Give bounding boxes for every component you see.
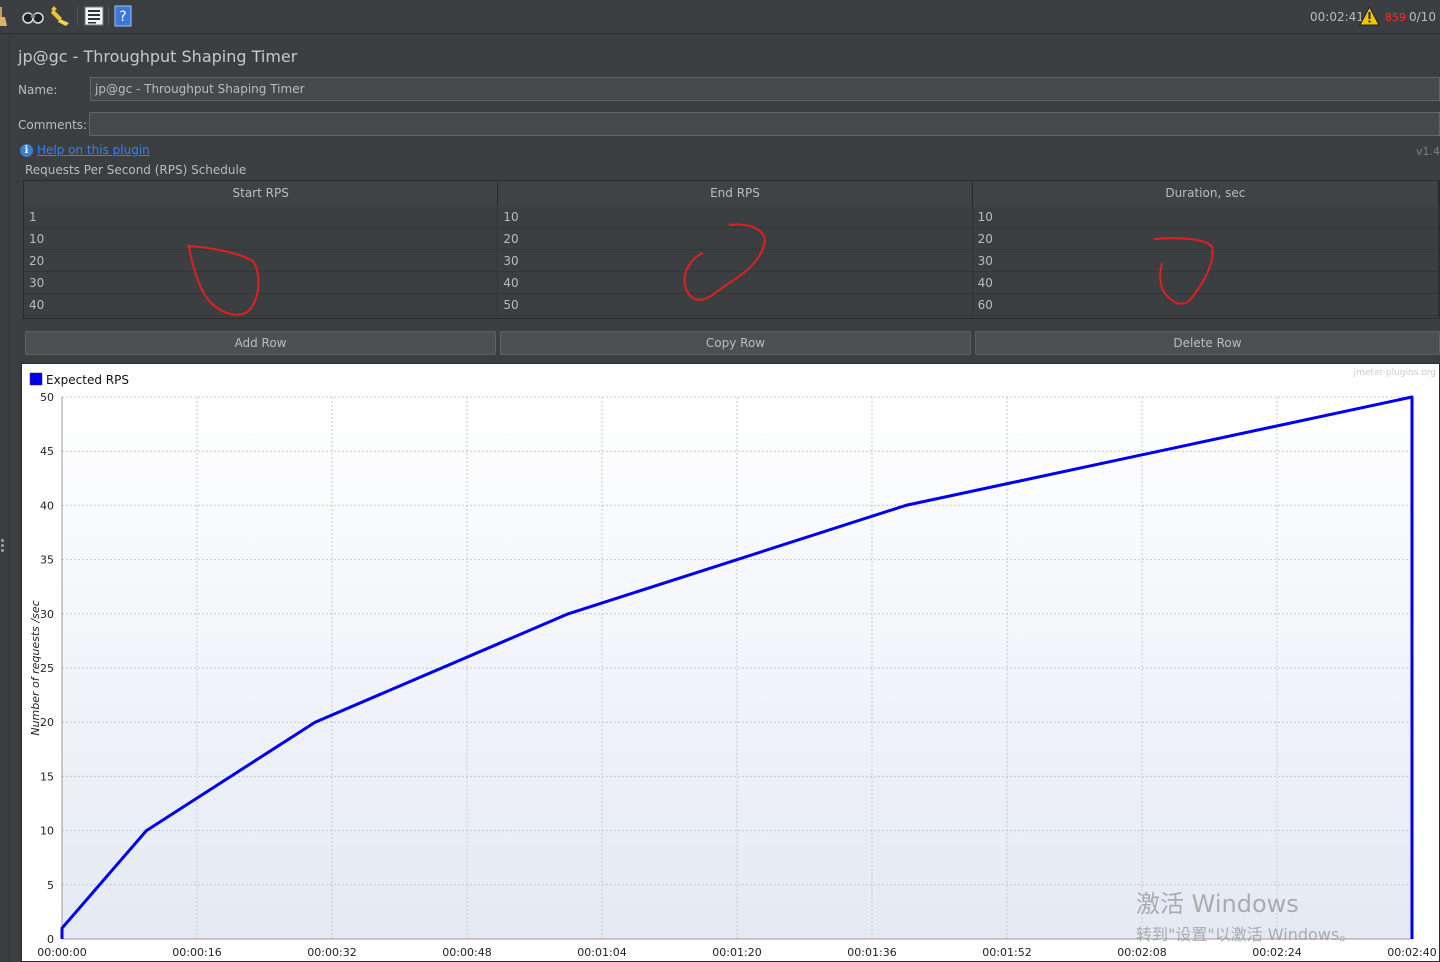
table-cell[interactable]: 30 <box>498 250 973 272</box>
add-row-button[interactable]: Add Row <box>25 331 496 355</box>
warning-icon[interactable] <box>1359 6 1380 26</box>
table-row[interactable]: 20 30 30 <box>24 250 1439 272</box>
x-tick-label: 00:00:00 <box>37 946 86 959</box>
y-tick-label: 45 <box>40 445 54 458</box>
svg-text:?: ? <box>119 9 126 25</box>
table-row[interactable]: 1 10 10 <box>24 206 1439 228</box>
help-link[interactable]: Help on this plugin <box>37 143 150 157</box>
name-label: Name: <box>18 83 58 97</box>
comments-label: Comments: <box>18 118 88 132</box>
jmeter-plugins-watermark: jmeter-plugins.org <box>1353 368 1436 378</box>
table-cell[interactable]: 30 <box>24 272 499 294</box>
x-tick-label: 00:02:40 <box>1387 946 1436 959</box>
toolbar: ? 00:02:41 859 0/10 <box>0 0 1440 34</box>
x-tick-label: 00:01:36 <box>847 946 896 959</box>
table-cell[interactable]: 30 <box>973 250 1439 272</box>
watermark-line1: 激活 Windows <box>1136 890 1299 918</box>
column-header-start-rps[interactable]: Start RPS <box>24 181 499 206</box>
table-cell[interactable]: 10 <box>973 206 1439 228</box>
page-title: jp@gc - Throughput Shaping Timer <box>18 47 298 66</box>
plugin-version: v1.4 <box>1415 145 1440 158</box>
broom-icon[interactable] <box>0 5 10 27</box>
legend-swatch <box>29 372 43 386</box>
table-row[interactable]: 10 20 20 <box>24 228 1439 250</box>
copy-row-button[interactable]: Copy Row <box>500 331 971 355</box>
table-cell[interactable]: 10 <box>498 206 973 228</box>
column-header-duration[interactable]: Duration, sec <box>972 181 1439 206</box>
y-tick-label: 10 <box>40 825 54 838</box>
table-cell[interactable]: 20 <box>498 228 973 250</box>
table-row[interactable]: 30 40 40 <box>24 272 1439 294</box>
help-icon[interactable]: ? <box>113 5 135 27</box>
schedule-title: Requests Per Second (RPS) Schedule <box>25 163 247 177</box>
info-icon: i <box>20 143 33 157</box>
threads-count: 0/10 <box>1409 10 1436 24</box>
x-tick-label: 00:01:20 <box>712 946 761 959</box>
warning-count[interactable]: 859 <box>1385 10 1406 24</box>
elapsed-time: 00:02:41 <box>1310 10 1364 24</box>
series-line-expected-rps <box>60 395 1414 939</box>
log-list-icon[interactable] <box>83 5 105 27</box>
y-tick-label: 20 <box>40 716 54 729</box>
clear-icon[interactable] <box>50 5 72 27</box>
table-cell[interactable]: 40 <box>498 272 973 294</box>
x-tick-label: 00:00:16 <box>172 946 221 959</box>
chart-svg: 0 5 10 15 20 25 30 35 40 45 50 00:00:00 00:00:16 00:0… <box>29 368 1437 959</box>
table-header: Start RPS End RPS Duration, sec <box>24 181 1439 206</box>
y-tick-label: 25 <box>40 662 54 675</box>
x-tick-label: 00:02:08 <box>1117 946 1166 959</box>
binoculars-icon[interactable] <box>22 5 44 27</box>
table-cell[interactable]: 40 <box>24 294 499 316</box>
splitter-grip-icon[interactable] <box>1 539 5 553</box>
table-cell[interactable]: 10 <box>24 228 499 250</box>
column-header-end-rps[interactable]: End RPS <box>498 181 973 206</box>
table-cell[interactable]: 60 <box>973 294 1439 316</box>
table-row[interactable]: 40 50 60 <box>24 294 1439 316</box>
plugin-panel: jp@gc - Throughput Shaping Timer Name: j… <box>11 35 1440 962</box>
table-cell[interactable]: 20 <box>24 250 499 272</box>
table-cell[interactable]: 20 <box>973 228 1439 250</box>
watermark-line2: 转到"设置"以激活 Windows。 <box>1136 925 1356 944</box>
y-tick-label: 50 <box>40 391 54 404</box>
windows-activation-watermark: 激活 Windows 转到"设置"以激活 Windows。 <box>1136 884 1355 945</box>
delete-row-button[interactable]: Delete Row <box>975 331 1440 355</box>
legend-label: Expected RPS <box>46 373 129 387</box>
x-tick-label: 00:00:48 <box>442 946 491 959</box>
left-splitter[interactable] <box>0 34 10 962</box>
table-cell[interactable]: 50 <box>498 294 973 316</box>
y-tick-label: 30 <box>40 608 54 621</box>
y-tick-label: 35 <box>40 554 54 567</box>
table-cell[interactable]: 1 <box>24 206 499 228</box>
x-tick-label: 00:01:04 <box>577 946 626 959</box>
x-tick-label: 00:01:52 <box>982 946 1031 959</box>
y-tick-label: 40 <box>40 499 54 512</box>
toolbar-separator <box>108 6 109 26</box>
table-cell[interactable]: 40 <box>973 272 1439 294</box>
x-tick-label: 00:02:24 <box>1252 946 1301 959</box>
rps-schedule-table: Start RPS End RPS Duration, sec 1 10 10 … <box>23 180 1440 319</box>
toolbar-separator <box>77 6 78 26</box>
comments-field[interactable] <box>89 112 1440 136</box>
help-row: i Help on this plugin <box>20 143 150 157</box>
y-tick-label: 0 <box>47 933 54 946</box>
y-tick-label: 5 <box>47 879 54 892</box>
y-axis-label: Number of requests /sec <box>29 600 42 735</box>
expected-rps-chart: 0 5 10 15 20 25 30 35 40 45 50 00:00:00 00:00:16 00:0… <box>21 363 1440 962</box>
x-tick-label: 00:00:32 <box>307 946 356 959</box>
y-tick-label: 15 <box>40 770 54 783</box>
name-field[interactable]: jp@gc - Throughput Shaping Timer <box>90 77 1440 101</box>
